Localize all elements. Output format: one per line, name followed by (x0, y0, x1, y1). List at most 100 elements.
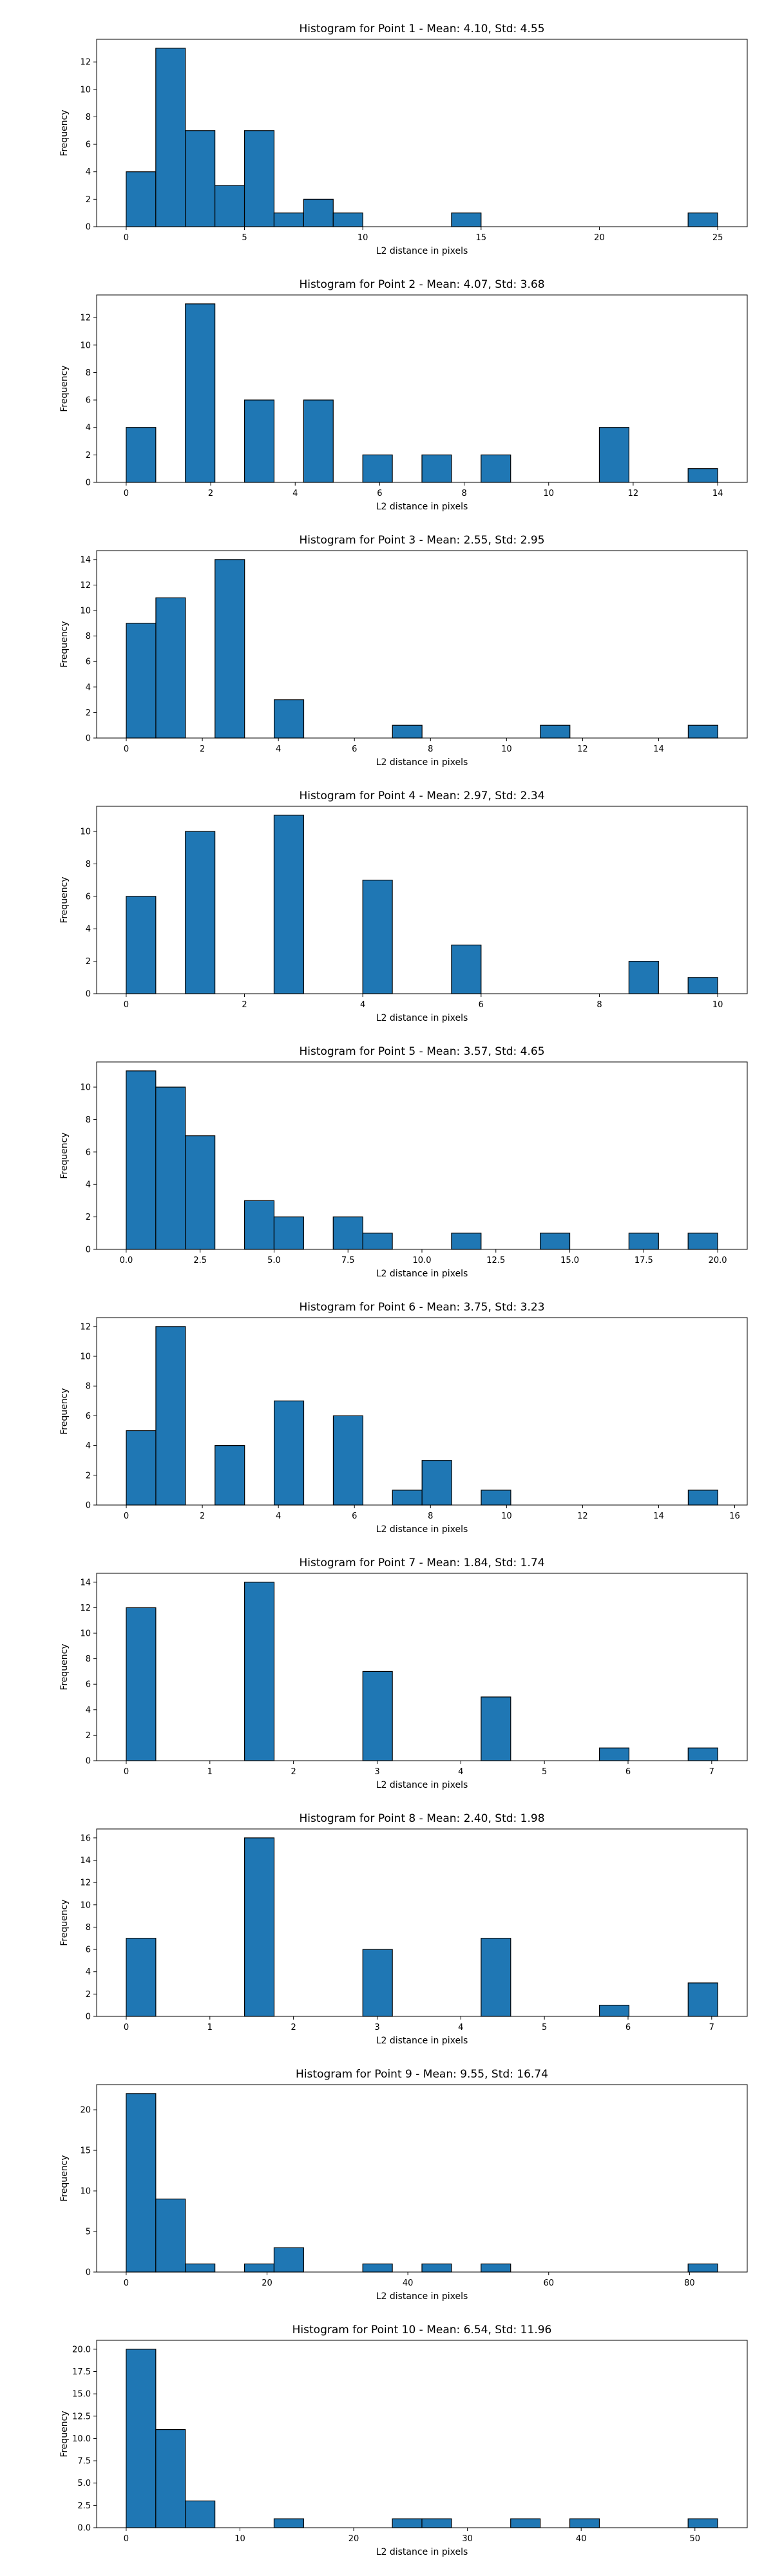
histogram-bar (155, 2199, 186, 2273)
y-tick-label: 10 (80, 1900, 91, 1910)
y-tick-label: 10 (80, 1629, 91, 1639)
y-tick-label: 8 (86, 1654, 91, 1664)
y-tick-label: 12 (80, 1604, 91, 1613)
histogram-bar (215, 559, 245, 739)
axes-frame (96, 39, 748, 227)
histogram-bar (155, 1326, 186, 1506)
histogram-bar (421, 2263, 452, 2273)
x-tick-label: 8 (428, 1511, 433, 1521)
histogram-bar (126, 2349, 157, 2528)
chart-10: Histogram for Point 10 - Mean: 6.54, Std… (59, 2324, 748, 2557)
y-tick-label: 0.0 (77, 2524, 91, 2533)
histogram-bar (481, 454, 511, 483)
y-tick-label: 14 (80, 1578, 91, 1587)
y-tick-label: 8 (86, 113, 91, 122)
chart-9: Histogram for Point 9 - Mean: 9.55, Std:… (59, 2068, 748, 2302)
x-tick-label: 6 (352, 1511, 357, 1521)
histogram-bar (273, 1217, 304, 1250)
x-tick-label: 5.0 (267, 1256, 281, 1265)
y-tick-label: 12 (80, 1322, 91, 1332)
histogram-bar (155, 1086, 186, 1250)
x-tick-label: 14 (653, 1511, 664, 1521)
y-tick-label: 8 (86, 1923, 91, 1933)
x-tick-label: 6 (352, 744, 357, 754)
histogram-bar (628, 1233, 659, 1250)
histogram-bar (628, 961, 659, 994)
y-tick-label: 6 (86, 1946, 91, 1955)
histogram-bar (687, 1982, 718, 2017)
x-tick-label: 12 (577, 744, 588, 754)
x-tick-label: 2 (291, 2023, 296, 2032)
x-tick-label: 30 (462, 2534, 473, 2544)
x-tick-label: 5 (542, 1767, 547, 1777)
x-tick-label: 14 (712, 489, 723, 498)
y-axis-label: Frequency (59, 876, 70, 923)
y-axis-label: Frequency (59, 1899, 70, 1946)
x-axis-label: L2 distance in pixels (376, 1780, 468, 1790)
histogram-bar (598, 1747, 630, 1761)
histogram-bar (451, 944, 482, 994)
x-tick-label: 8 (461, 489, 466, 498)
axes-frame (96, 2084, 748, 2273)
y-tick-label: 17.5 (72, 2367, 91, 2377)
histogram-bar (687, 468, 718, 483)
x-tick-label: 40 (576, 2534, 587, 2544)
axes-frame (96, 294, 748, 483)
y-tick-label: 4 (86, 1441, 91, 1451)
y-axis-label: Frequency (59, 2155, 70, 2201)
histogram-bar (215, 185, 245, 227)
y-tick-label: 0 (86, 478, 91, 488)
histogram-bar (362, 1949, 393, 2017)
histogram-bar (243, 130, 275, 227)
x-tick-label: 14 (653, 744, 664, 754)
y-tick-label: 0 (86, 734, 91, 744)
x-axis-label: L2 distance in pixels (376, 757, 468, 768)
histogram-bar (687, 1747, 718, 1761)
y-tick-label: 20 (80, 2106, 91, 2116)
histogram-bar (185, 303, 216, 483)
axes-frame (96, 806, 748, 994)
histogram-bar (687, 724, 718, 739)
chart-title: Histogram for Point 3 - Mean: 2.55, Std:… (299, 534, 544, 547)
x-tick-label: 4 (458, 1767, 463, 1777)
x-axis-label: L2 distance in pixels (376, 1269, 468, 1279)
y-tick-label: 14 (80, 555, 91, 565)
histogram-bar (421, 454, 452, 483)
y-tick-label: 6 (86, 1680, 91, 1690)
x-tick-label: 4 (292, 489, 298, 498)
histogram-bar (303, 399, 334, 483)
x-tick-label: 50 (690, 2534, 701, 2544)
x-tick-label: 0 (124, 2023, 129, 2032)
x-tick-label: 16 (729, 1511, 740, 1521)
x-axis-label: L2 distance in pixels (376, 502, 468, 512)
histogram-bar (392, 1490, 423, 1506)
x-tick-label: 1 (207, 2023, 213, 2032)
histogram-bar (392, 724, 423, 739)
histogram-bar (155, 48, 186, 227)
x-tick-label: 0 (124, 233, 129, 243)
y-tick-label: 10 (80, 607, 91, 616)
chart-title: Histogram for Point 2 - Mean: 4.07, Std:… (299, 278, 544, 291)
y-tick-label: 4 (86, 167, 91, 177)
histogram-bar (126, 171, 157, 227)
x-tick-label: 6 (625, 1767, 631, 1777)
x-tick-label: 0 (124, 744, 129, 754)
histogram-bar (273, 815, 304, 994)
x-axis-label: L2 distance in pixels (376, 2291, 468, 2302)
y-axis-label: Frequency (59, 621, 70, 667)
y-axis-label: Frequency (59, 2410, 70, 2457)
y-tick-label: 10 (80, 341, 91, 350)
y-tick-label: 10 (80, 1083, 91, 1093)
x-tick-label: 10 (712, 1000, 723, 1010)
y-tick-label: 12 (80, 58, 91, 68)
histogram-bar (185, 130, 216, 227)
y-tick-label: 20.0 (72, 2345, 91, 2354)
histogram-bar (185, 2263, 216, 2273)
histogram-bar (687, 1233, 718, 1250)
x-tick-label: 4 (458, 2023, 463, 2032)
y-tick-label: 4 (86, 1180, 91, 1190)
x-tick-label: 0 (124, 2278, 129, 2288)
histogram-bar (540, 724, 571, 739)
x-tick-label: 15 (476, 233, 487, 243)
